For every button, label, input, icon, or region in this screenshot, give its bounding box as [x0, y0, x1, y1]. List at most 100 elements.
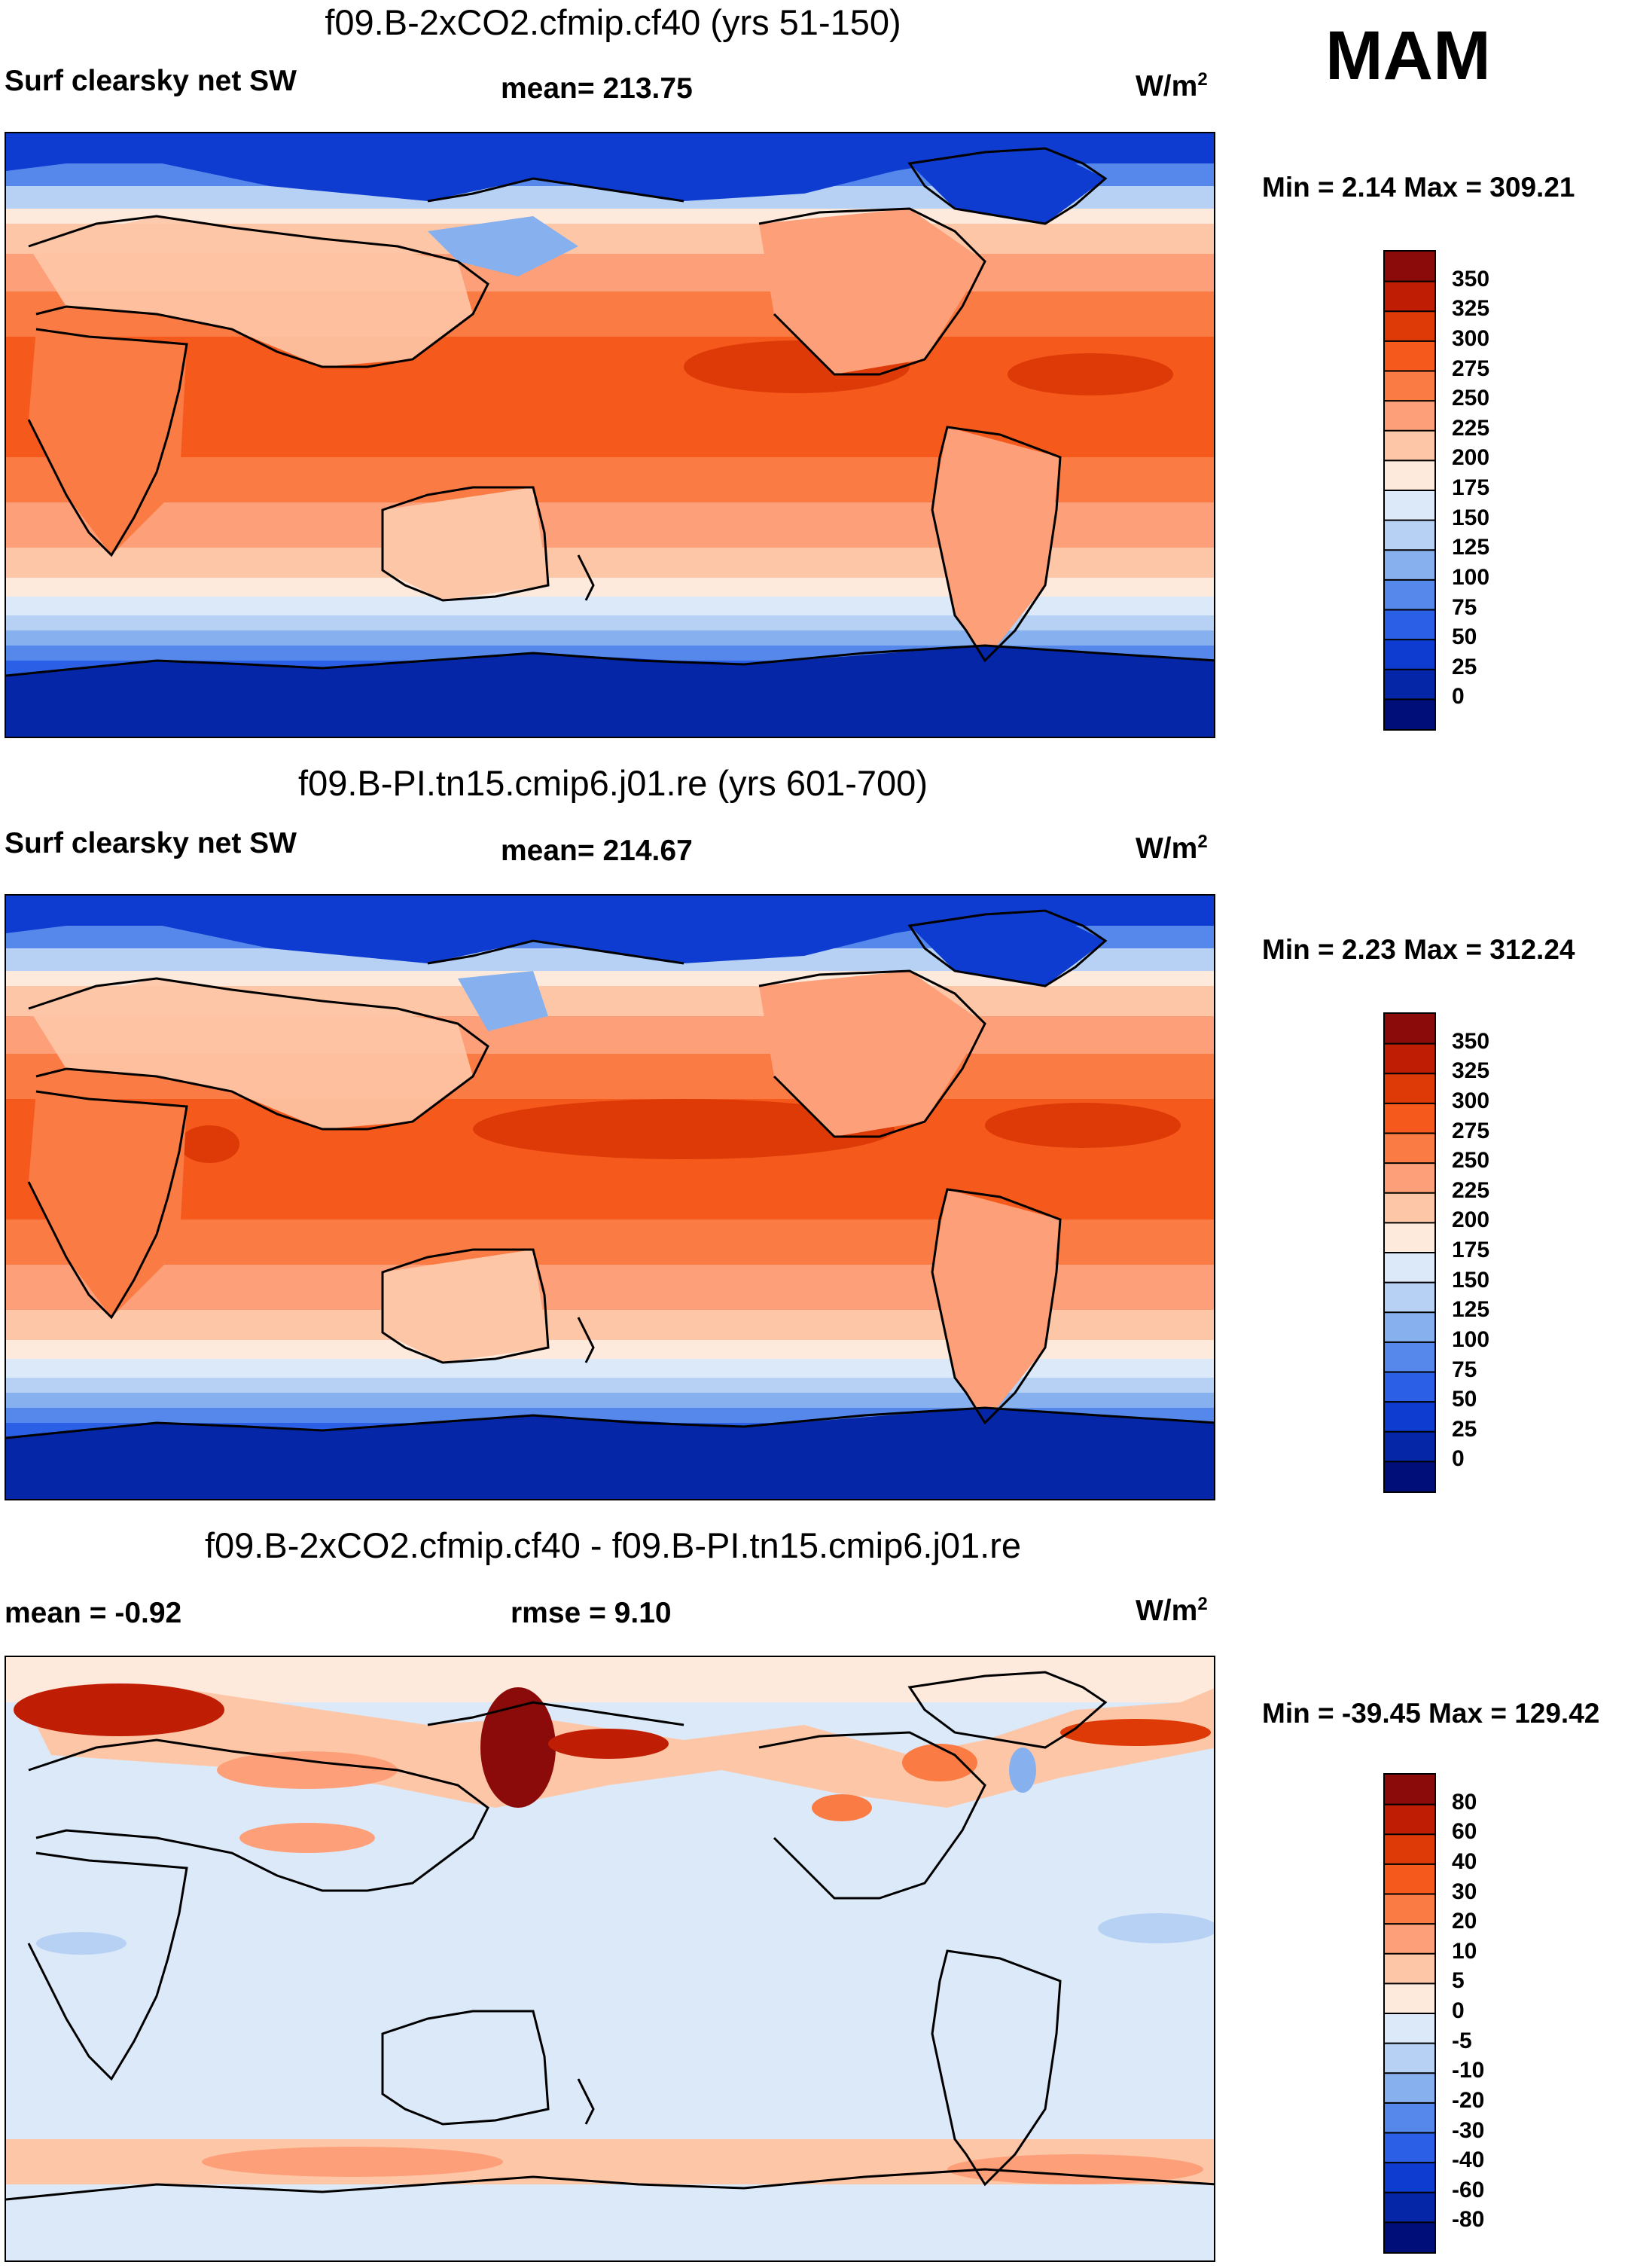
colorbar-tick-label: 30: [1452, 1879, 1477, 1904]
colorbar-swatch: [1385, 1372, 1434, 1403]
colorbar-swatch: [1385, 371, 1434, 401]
colorbar-tick-label: 150: [1452, 1267, 1490, 1293]
colorbar-tick-label: 325: [1452, 1058, 1490, 1084]
colorbar-swatch: [1385, 490, 1434, 521]
colorbar-swatch: [1385, 2132, 1434, 2163]
colorbar-tick-label: -20: [1452, 2087, 1485, 2113]
colorbar-tick-label: 275: [1452, 356, 1490, 381]
colorbar-swatch: [1385, 1282, 1434, 1313]
panel3-map: [5, 1656, 1215, 2262]
colorbar-swatch: [1385, 460, 1434, 491]
panel2-mean-label: mean= 214.67: [501, 835, 693, 867]
colorbar-swatch: [1385, 1073, 1434, 1104]
colorbar-tick-label: 175: [1452, 475, 1490, 500]
colorbar-swatch: [1385, 1043, 1434, 1074]
colorbar-tick-label: 5: [1452, 1968, 1465, 1994]
colorbar-swatch: [1385, 609, 1434, 640]
colorbar-tick-label: 0: [1452, 1998, 1465, 2023]
colorbar-tick-label: 225: [1452, 415, 1490, 441]
colorbar-tick-label: 100: [1452, 1326, 1490, 1352]
colorbar-swatch: [1385, 2222, 1434, 2252]
season-label: MAM: [1325, 17, 1491, 94]
colorbar-tick-label: 20: [1452, 1909, 1477, 1934]
colorbar-swatch: [1385, 520, 1434, 551]
colorbar-swatch: [1385, 281, 1434, 312]
colorbar-swatch: [1385, 1775, 1434, 1806]
colorbar-swatch: [1385, 699, 1434, 729]
panel1-colorbar: [1383, 250, 1436, 731]
colorbar-swatch: [1385, 1103, 1434, 1134]
colorbar-tick-label: 175: [1452, 1238, 1490, 1262]
colorbar-swatch: [1385, 1804, 1434, 1835]
panel1-title: f09.B-2xCO2.cfmip.cf40 (yrs 51-150): [325, 2, 901, 42]
panel2-title: f09.B-PI.tn15.cmip6.j01.re (yrs 601-700): [298, 763, 928, 803]
colorbar-swatch: [1385, 669, 1434, 700]
colorbar-tick-label: 60: [1452, 1819, 1477, 1845]
colorbar-swatch: [1385, 1133, 1434, 1164]
colorbar-swatch: [1385, 311, 1434, 342]
colorbar-tick-label: 50: [1452, 1387, 1477, 1412]
colorbar-swatch: [1385, 1014, 1434, 1045]
panel2-colorbar: [1383, 1012, 1436, 1493]
panel1-units: W/m2: [1136, 69, 1208, 102]
colorbar-swatch: [1385, 1223, 1434, 1253]
colorbar-swatch: [1385, 401, 1434, 432]
colorbar-swatch: [1385, 1953, 1434, 1984]
colorbar-swatch: [1385, 1253, 1434, 1284]
colorbar-swatch: [1385, 252, 1434, 282]
colorbar-swatch: [1385, 2013, 1434, 2044]
colorbar-swatch: [1385, 1342, 1434, 1372]
colorbar-tick-label: -40: [1452, 2147, 1485, 2173]
panel1-minmax: Min = 2.14 Max = 309.21: [1262, 172, 1575, 203]
panel2-map: [5, 894, 1215, 1500]
colorbar-tick-label: 125: [1452, 535, 1490, 560]
colorbar-tick-label: 25: [1452, 1416, 1477, 1442]
colorbar-tick-label: 350: [1452, 266, 1490, 292]
colorbar-tick-label: 10: [1452, 1938, 1477, 1964]
colorbar-swatch: [1385, 1924, 1434, 1955]
colorbar-swatch: [1385, 550, 1434, 581]
colorbar-swatch: [1385, 1431, 1434, 1462]
colorbar-tick-label: 75: [1452, 1357, 1477, 1382]
panel3-rmse-label: rmse = 9.10: [511, 1597, 672, 1629]
panel3-colorbar: [1383, 1773, 1436, 2254]
colorbar-tick-label: 25: [1452, 654, 1477, 679]
colorbar-tick-label: -80: [1452, 2207, 1485, 2233]
colorbar-swatch: [1385, 1192, 1434, 1223]
colorbar-swatch: [1385, 2102, 1434, 2133]
colorbar-swatch: [1385, 2043, 1434, 2074]
panel2-minmax: Min = 2.23 Max = 312.24: [1262, 934, 1575, 965]
colorbar-swatch: [1385, 1864, 1434, 1894]
colorbar-tick-label: 325: [1452, 296, 1490, 322]
colorbar-tick-label: -30: [1452, 2117, 1485, 2143]
colorbar-tick-label: 40: [1452, 1848, 1477, 1874]
colorbar-swatch: [1385, 1461, 1434, 1491]
colorbar-tick-label: 0: [1452, 684, 1465, 710]
colorbar-tick-label: 300: [1452, 325, 1490, 351]
panel3-title: f09.B-2xCO2.cfmip.cf40 - f09.B-PI.tn15.c…: [204, 1525, 1022, 1565]
colorbar-tick-label: -60: [1452, 2177, 1485, 2202]
colorbar-swatch: [1385, 340, 1434, 371]
colorbar-swatch: [1385, 1312, 1434, 1343]
colorbar-swatch: [1385, 2073, 1434, 2104]
panel3-units: W/m2: [1136, 1594, 1208, 1627]
panel2-variable-label: Surf clearsky net SW: [5, 827, 297, 859]
colorbar-tick-label: 125: [1452, 1297, 1490, 1323]
colorbar-tick-label: 75: [1452, 594, 1477, 620]
colorbar-tick-label: 50: [1452, 624, 1477, 650]
colorbar-swatch: [1385, 430, 1434, 461]
colorbar-tick-label: 275: [1452, 1118, 1490, 1143]
panel3-minmax: Min = -39.45 Max = 129.42: [1262, 1698, 1600, 1729]
colorbar-tick-label: 0: [1452, 1446, 1465, 1472]
colorbar-tick-label: 300: [1452, 1088, 1490, 1113]
colorbar-swatch: [1385, 639, 1434, 670]
colorbar-tick-label: 200: [1452, 1207, 1490, 1233]
colorbar-swatch: [1385, 2163, 1434, 2193]
colorbar-tick-label: 100: [1452, 564, 1490, 590]
colorbar-swatch: [1385, 1894, 1434, 1925]
colorbar-swatch: [1385, 1983, 1434, 2014]
panel1-map: [5, 132, 1215, 738]
colorbar-tick-label: 80: [1452, 1789, 1477, 1815]
colorbar-tick-label: 350: [1452, 1028, 1490, 1054]
panel1-mean-label: mean= 213.75: [501, 72, 693, 105]
